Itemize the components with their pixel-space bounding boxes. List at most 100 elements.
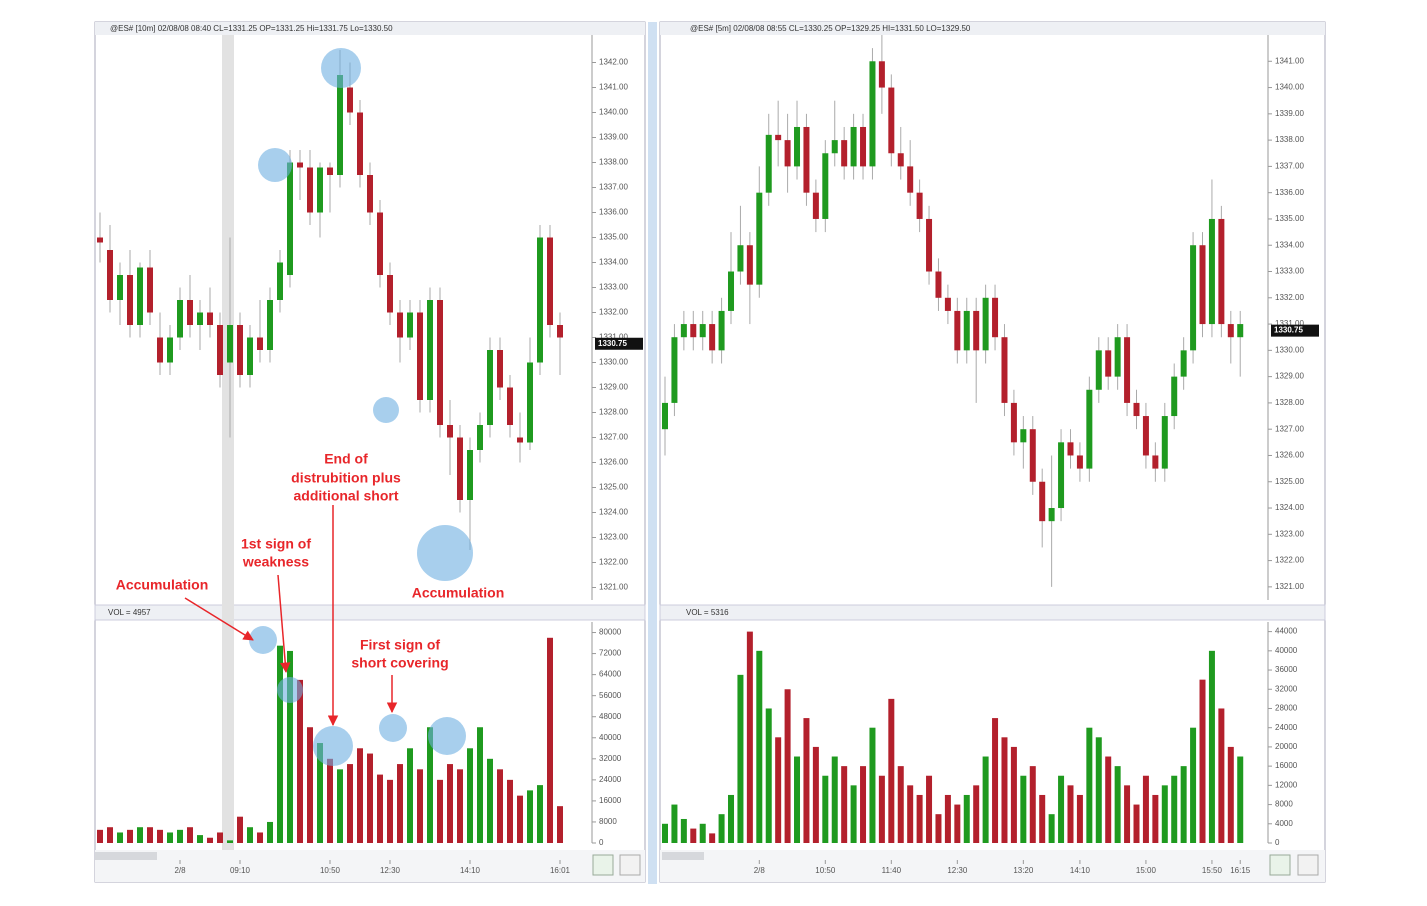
candle-body bbox=[147, 267, 153, 313]
refresh-button[interactable] bbox=[592, 854, 614, 876]
volume-tick-label: 24000 bbox=[1275, 723, 1298, 732]
candle-body bbox=[1067, 442, 1074, 456]
y-tick-label: 1332.00 bbox=[599, 308, 628, 317]
volume-bar bbox=[337, 769, 343, 843]
y-tick-label: 1329.00 bbox=[1275, 372, 1304, 381]
candle-body bbox=[860, 126, 867, 167]
candle-body bbox=[457, 437, 463, 500]
candle-body bbox=[935, 271, 942, 298]
volume-tick-label: 16000 bbox=[599, 796, 622, 805]
candle-body bbox=[916, 192, 923, 219]
y-tick-label: 1335.00 bbox=[1275, 214, 1304, 223]
add-button[interactable] bbox=[1297, 854, 1319, 876]
candle-body bbox=[207, 312, 213, 325]
volume-bar bbox=[841, 766, 848, 843]
y-tick-label: 1322.00 bbox=[1275, 556, 1304, 565]
candle-body bbox=[1010, 402, 1017, 443]
y-tick-label: 1328.00 bbox=[1275, 398, 1304, 407]
y-tick-label: 1336.00 bbox=[1275, 188, 1304, 197]
volume-bar bbox=[1095, 737, 1102, 843]
candle-body bbox=[888, 87, 895, 154]
volume-bar bbox=[1142, 775, 1149, 843]
y-tick-label: 1322.00 bbox=[599, 558, 628, 567]
volume-bar bbox=[497, 769, 503, 843]
candle-body bbox=[297, 162, 303, 168]
candle-body bbox=[690, 324, 697, 338]
volume-bar bbox=[167, 832, 173, 843]
volume-tick-label: 80000 bbox=[599, 628, 622, 637]
volume-bar bbox=[187, 827, 193, 843]
candle-body bbox=[1171, 376, 1178, 417]
candle-body bbox=[822, 153, 829, 219]
add-button[interactable] bbox=[619, 854, 641, 876]
candle-body bbox=[277, 262, 283, 300]
volume-bar bbox=[1161, 785, 1168, 843]
y-tick-label: 1336.00 bbox=[599, 208, 628, 217]
y-tick-label: 1342.00 bbox=[599, 58, 628, 67]
volume-bar bbox=[690, 828, 697, 843]
y-tick-label: 1339.00 bbox=[599, 133, 628, 142]
volume-tick-label: 44000 bbox=[1275, 627, 1298, 636]
volume-bar bbox=[1171, 775, 1178, 843]
refresh-button[interactable] bbox=[1269, 854, 1291, 876]
y-tick-label: 1341.00 bbox=[1275, 56, 1304, 65]
volume-label: VOL = 4957 bbox=[108, 608, 151, 617]
volume-bar bbox=[1001, 737, 1008, 843]
candle-body bbox=[477, 425, 483, 450]
candle-body bbox=[737, 245, 744, 272]
highlight-circle bbox=[249, 626, 277, 654]
volume-bar bbox=[257, 832, 263, 843]
candle-body bbox=[437, 300, 443, 425]
x-tick-label: 2/8 bbox=[754, 866, 766, 875]
volume-bar bbox=[237, 816, 243, 843]
candle-body bbox=[841, 140, 848, 167]
candle-body bbox=[247, 337, 253, 375]
y-tick-label: 1337.00 bbox=[1275, 162, 1304, 171]
candle-body bbox=[417, 312, 423, 400]
volume-bar bbox=[437, 779, 443, 843]
candle-body bbox=[812, 192, 819, 219]
volume-tick-label: 8000 bbox=[1275, 800, 1293, 809]
candle-body bbox=[794, 126, 801, 167]
volume-bar bbox=[699, 823, 706, 843]
candle-body bbox=[137, 267, 143, 325]
candle-body bbox=[944, 297, 951, 311]
annotation: 1st sign of bbox=[241, 536, 311, 552]
candle-body bbox=[1039, 481, 1046, 522]
candle-body bbox=[1142, 416, 1149, 456]
volume-bar bbox=[1067, 785, 1074, 843]
y-tick-label: 1330.00 bbox=[1275, 345, 1304, 354]
time-axis-bar bbox=[95, 850, 645, 882]
y-tick-label: 1333.00 bbox=[1275, 267, 1304, 276]
y-tick-label: 1337.00 bbox=[599, 183, 628, 192]
y-tick-label: 1325.00 bbox=[1275, 477, 1304, 486]
candle-body bbox=[377, 212, 383, 275]
y-tick-label: 1321.00 bbox=[1275, 582, 1304, 591]
last-price-label: 1330.75 bbox=[598, 339, 627, 348]
candle-body bbox=[197, 312, 203, 325]
candle-body bbox=[367, 175, 373, 213]
volume-header-bar bbox=[94, 604, 646, 621]
candle-body bbox=[507, 387, 513, 425]
y-tick-label: 1334.00 bbox=[1275, 240, 1304, 249]
volume-bar bbox=[1124, 785, 1131, 843]
volume-bar bbox=[671, 804, 678, 843]
y-tick-label: 1324.00 bbox=[1275, 503, 1304, 512]
highlight-circle bbox=[313, 726, 353, 766]
volume-bar bbox=[147, 827, 153, 843]
volume-bar bbox=[347, 764, 353, 843]
candle-body bbox=[217, 325, 223, 375]
candle-body bbox=[1152, 455, 1159, 469]
splitter[interactable] bbox=[648, 22, 657, 884]
volume-tick-label: 48000 bbox=[599, 712, 622, 721]
volume-tick-label: 4000 bbox=[1275, 819, 1293, 828]
scrollbar[interactable] bbox=[95, 852, 157, 860]
highlight-circle bbox=[417, 525, 473, 581]
scrollbar[interactable] bbox=[662, 852, 704, 860]
volume-bar bbox=[709, 833, 716, 843]
highlight-circle bbox=[321, 48, 361, 88]
volume-bar bbox=[897, 766, 904, 843]
candle-body bbox=[907, 166, 914, 193]
highlight-circle bbox=[258, 148, 292, 182]
